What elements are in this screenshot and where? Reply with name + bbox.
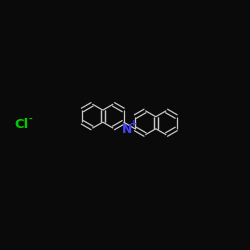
Text: -: - <box>29 114 32 124</box>
Text: Cl: Cl <box>14 118 29 132</box>
Text: +: + <box>130 119 137 128</box>
Text: N: N <box>122 123 132 136</box>
